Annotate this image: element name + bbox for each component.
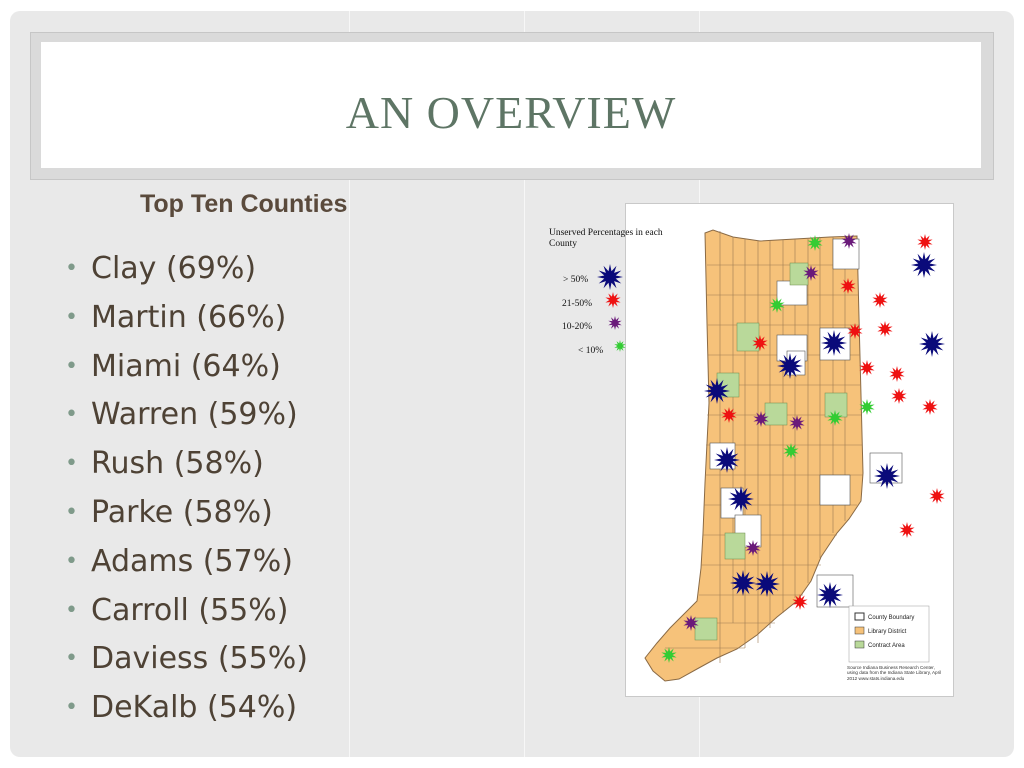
list-item: • Daviess (55%) [60, 635, 308, 684]
key-swatch-district [854, 626, 865, 635]
legend-label: < 10% [578, 346, 604, 356]
list-item: • Martin (66%) [60, 294, 308, 343]
county-label: Adams (57%) [91, 543, 293, 579]
legend-label: 21-50% [562, 299, 593, 309]
marker-star-icon [899, 522, 915, 538]
legend-star-icon [614, 340, 626, 352]
marker-star-icon [783, 443, 799, 459]
list-item: • Carroll (55%) [60, 587, 308, 636]
marker-star-icon [807, 235, 823, 251]
list-item: • Parke (58%) [60, 489, 308, 538]
legend-star-icon [597, 264, 623, 290]
bullet-icon: • [65, 402, 78, 428]
marker-star-icon [847, 323, 863, 339]
legend-star-icon [608, 316, 622, 330]
county-label: Miami (64%) [91, 348, 281, 384]
marker-star-icon [889, 366, 905, 382]
county-label: Carroll (55%) [91, 592, 289, 628]
list-item: • Warren (59%) [60, 391, 308, 440]
marker-star-icon [874, 463, 900, 489]
marker-star-icon [704, 378, 730, 404]
legend-label: 10-20% [562, 322, 593, 332]
map-key: County Boundary Library District Contrac… [848, 605, 930, 663]
marker-star-icon [721, 407, 737, 423]
bullet-icon: • [65, 646, 78, 672]
marker-star-icon [922, 399, 938, 415]
county-label: Parke (58%) [91, 494, 273, 530]
legend-title: Unserved Percentages in each County [549, 228, 663, 249]
marker-star-icon [661, 647, 677, 663]
marker-star-icon [877, 321, 893, 337]
marker-star-icon [827, 410, 843, 426]
slide-title: AN OVERVIEW [345, 87, 677, 138]
bullet-icon: • [65, 499, 78, 525]
marker-star-icon [891, 388, 907, 404]
marker-star-icon [752, 335, 768, 351]
marker-star-icon [753, 411, 769, 427]
legend-icons [597, 264, 626, 352]
marker-star-icon [803, 265, 819, 281]
marker-star-icon [821, 330, 847, 356]
source-note: Source Indiana Business Research Center,… [847, 665, 942, 681]
bullet-icon: • [65, 451, 78, 477]
county-label: Martin (66%) [91, 299, 287, 335]
marker-star-icon [859, 360, 875, 376]
marker-star-icon [929, 488, 945, 504]
marker-star-icon [840, 278, 856, 294]
bullet-icon: • [65, 695, 78, 721]
county-list: • Clay (69%) • Martin (66%) • Miami (64%) •… [60, 245, 308, 733]
background-gridline [349, 11, 350, 757]
list-item: • Rush (58%) [60, 440, 308, 489]
key-label: Library District [868, 629, 907, 635]
marker-star-icon [792, 594, 808, 610]
list-item: • Adams (57%) [60, 538, 308, 587]
marker-star-icon [745, 540, 761, 556]
bullet-icon: • [65, 256, 78, 281]
marker-star-icon [777, 353, 803, 379]
marker-star-icon [872, 292, 888, 308]
county-label: DeKalb (54%) [91, 690, 298, 726]
marker-star-icon [754, 571, 780, 597]
county-label: Rush (58%) [91, 446, 264, 482]
legend-label: > 50% [563, 275, 589, 285]
key-label: Contract Area [868, 643, 905, 649]
bullet-icon: • [65, 548, 78, 574]
marker-star-icon [769, 297, 785, 313]
bullet-icon: • [65, 353, 78, 379]
key-label: County Boundary [868, 615, 914, 621]
key-swatch-contract [854, 640, 865, 649]
bullet-icon: • [65, 597, 78, 623]
indiana-county-map: County Boundary Library District Contrac… [644, 229, 945, 682]
marker-star-icon [917, 234, 933, 250]
key-swatch-boundary [854, 612, 865, 621]
bullet-icon: • [65, 304, 78, 330]
list-item: • Clay (69%) [60, 245, 308, 294]
marker-star-icon [789, 415, 805, 431]
marker-star-icon [817, 582, 843, 608]
marker-star-icon [911, 252, 937, 278]
background-gridline [524, 11, 525, 757]
unserved-areas [694, 238, 903, 641]
list-item: • DeKalb (54%) [60, 684, 308, 733]
county-label: Warren (59%) [91, 397, 298, 433]
marker-star-icon [730, 570, 756, 596]
marker-star-icon [728, 486, 754, 512]
marker-star-icon [683, 615, 699, 631]
marker-star-icon [714, 447, 740, 473]
list-item: • Miami (64%) [60, 343, 308, 392]
title-box: AN OVERVIEW [41, 42, 981, 168]
unserved-markers [661, 233, 945, 663]
state-outline [644, 229, 864, 682]
subheading: Top Ten Counties [140, 190, 348, 218]
marker-star-icon [919, 331, 945, 357]
marker-star-icon [841, 233, 857, 249]
legend-star-icon [605, 292, 621, 308]
marker-star-icon [859, 399, 875, 415]
county-label: Clay (69%) [91, 251, 257, 286]
county-label: Daviess (55%) [91, 641, 308, 677]
source-note-wrap: Source Indiana Business Research Center,… [847, 665, 942, 681]
